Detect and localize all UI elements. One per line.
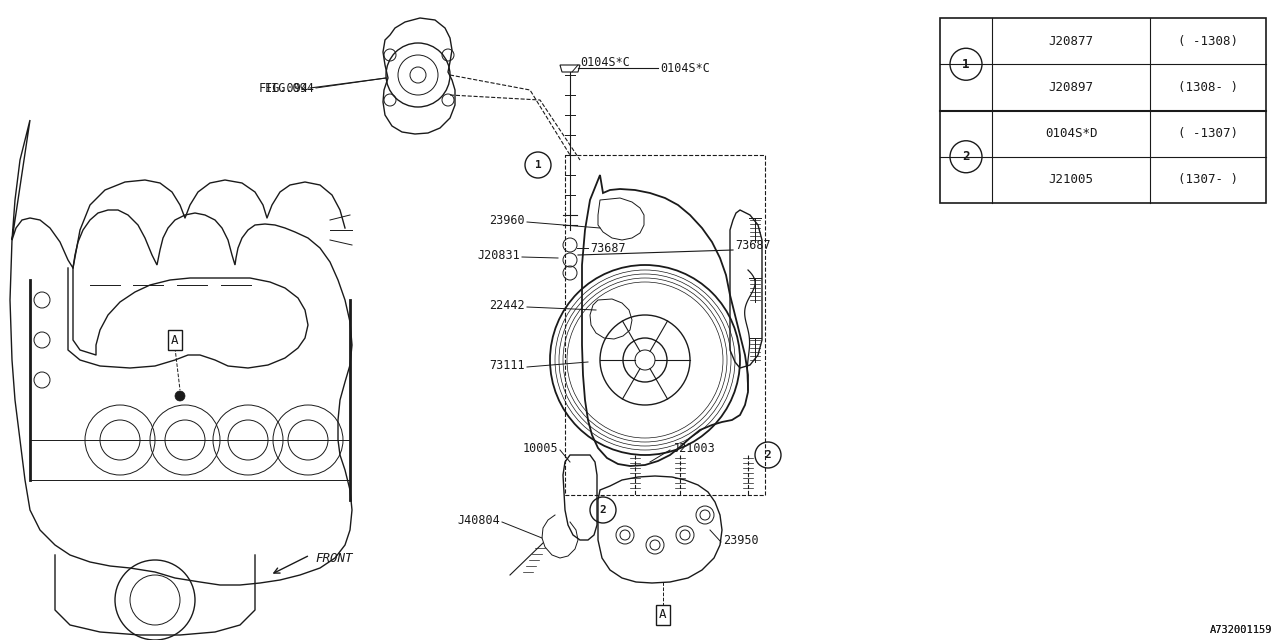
- Text: 0104S*D: 0104S*D: [1044, 127, 1097, 140]
- Text: (1308- ): (1308- ): [1178, 81, 1238, 94]
- Text: ( -1307): ( -1307): [1178, 127, 1238, 140]
- Text: FRONT: FRONT: [315, 552, 352, 564]
- Circle shape: [175, 391, 186, 401]
- Text: 73687: 73687: [735, 239, 771, 252]
- Text: 2: 2: [764, 450, 772, 460]
- Text: A732001159: A732001159: [1210, 625, 1272, 635]
- Text: 0104S*C: 0104S*C: [580, 56, 630, 68]
- Text: J40804: J40804: [457, 513, 500, 527]
- Text: A: A: [172, 333, 179, 346]
- Text: 0104S*C: 0104S*C: [660, 61, 710, 74]
- Text: 73111: 73111: [489, 358, 525, 371]
- Text: 1: 1: [963, 58, 970, 71]
- Text: 22442: 22442: [489, 298, 525, 312]
- Text: J21003: J21003: [672, 442, 714, 454]
- Text: J21005: J21005: [1048, 173, 1093, 186]
- Text: 73687: 73687: [590, 241, 626, 255]
- Text: 10005: 10005: [522, 442, 558, 454]
- Bar: [564, 155, 765, 495]
- Text: A732001159: A732001159: [1210, 625, 1272, 635]
- Text: FIG.094: FIG.094: [264, 81, 314, 95]
- Text: 23950: 23950: [723, 534, 759, 547]
- Bar: [940, 18, 1266, 203]
- Text: 2: 2: [599, 505, 607, 515]
- Text: J20897: J20897: [1048, 81, 1093, 94]
- Text: J20877: J20877: [1048, 35, 1093, 47]
- Text: (1307- ): (1307- ): [1178, 173, 1238, 186]
- Text: ( -1308): ( -1308): [1178, 35, 1238, 47]
- Text: 1: 1: [535, 160, 541, 170]
- Text: FIG.094: FIG.094: [259, 81, 308, 95]
- Text: A: A: [659, 609, 667, 621]
- Text: 23960: 23960: [489, 214, 525, 227]
- Text: J20831: J20831: [477, 248, 520, 262]
- Text: 2: 2: [963, 150, 970, 163]
